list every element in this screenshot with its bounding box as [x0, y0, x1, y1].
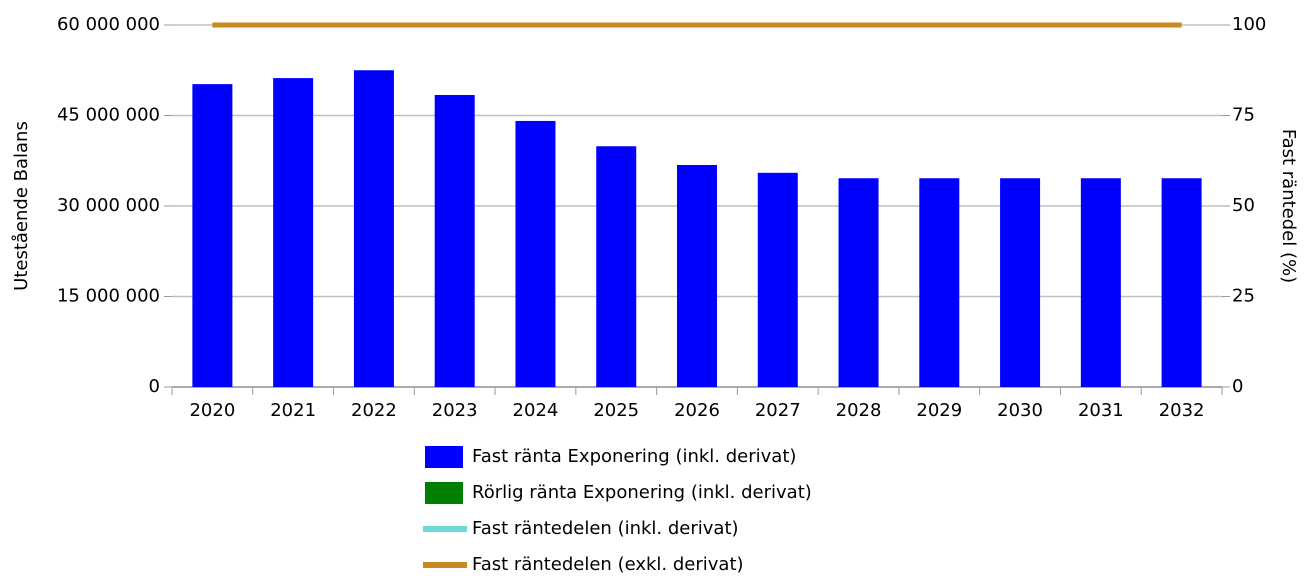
y-tick-label: 15 000 000 [57, 286, 160, 307]
bar [1080, 178, 1121, 387]
y2-tick-label: 0 [1232, 376, 1243, 397]
bar [273, 78, 314, 388]
legend-swatch [425, 482, 463, 504]
x-tick-label: 2026 [674, 400, 720, 421]
bar [757, 172, 798, 387]
y-tick-label: 60 000 000 [57, 14, 160, 35]
y-tick-label: 45 000 000 [57, 105, 160, 126]
y2-tick-label: 25 [1232, 286, 1255, 307]
legend-swatch [423, 526, 467, 532]
x-tick-label: 2032 [1159, 400, 1205, 421]
bar [353, 70, 394, 387]
x-tick-label: 2023 [432, 400, 478, 421]
bar [434, 94, 475, 387]
bar [1161, 178, 1202, 387]
bar [919, 178, 960, 387]
y-axis-label: Utestående Balans [11, 121, 32, 291]
x-tick-label: 2031 [1078, 400, 1124, 421]
legend-swatch [425, 446, 463, 468]
legend-swatch [423, 562, 467, 568]
x-tick-label: 2027 [755, 400, 801, 421]
x-tick-label: 2030 [997, 400, 1043, 421]
y-tick-label: 0 [149, 376, 160, 397]
legend-label: Fast räntedelen (exkl. derivat) [472, 554, 744, 575]
x-tick-label: 2025 [593, 400, 639, 421]
x-tick-label: 2024 [513, 400, 559, 421]
y2-tick-label: 100 [1232, 14, 1266, 35]
legend-label: Fast ränta Exponering (inkl. derivat) [472, 446, 796, 467]
legend-label: Fast räntedelen (inkl. derivat) [472, 518, 739, 539]
y2-tick-label: 75 [1232, 105, 1255, 126]
x-tick-label: 2020 [189, 400, 235, 421]
x-tick-label: 2028 [836, 400, 882, 421]
bar [1000, 178, 1041, 387]
bar [596, 146, 637, 387]
x-tick-label: 2021 [270, 400, 316, 421]
legend-label: Rörlig ränta Exponering (inkl. derivat) [472, 482, 812, 503]
bar [192, 84, 233, 388]
y-tick-label: 30 000 000 [57, 195, 160, 216]
x-tick-label: 2029 [916, 400, 962, 421]
bar [515, 120, 556, 388]
y2-tick-label: 50 [1232, 195, 1255, 216]
x-tick-label: 2022 [351, 400, 397, 421]
y2-axis-label: Fast räntedel (%) [1278, 129, 1299, 283]
bar [677, 164, 717, 387]
bar [838, 178, 879, 387]
